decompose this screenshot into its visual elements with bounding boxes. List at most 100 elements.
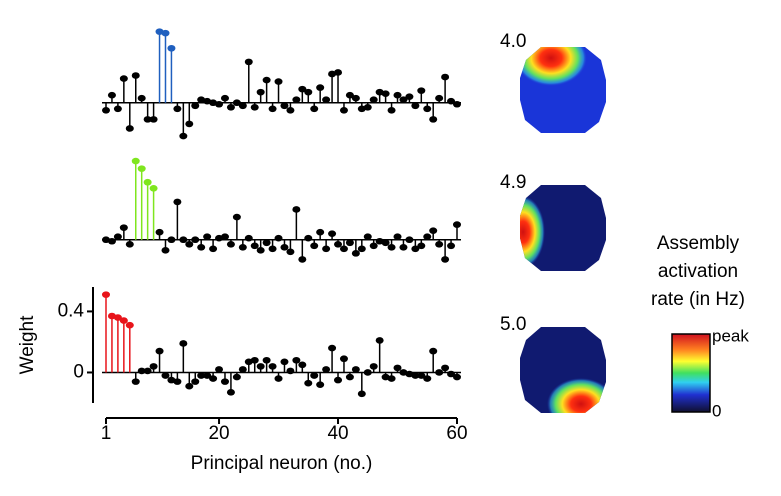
y-tick-label: 0.4 xyxy=(58,300,85,321)
stem-head xyxy=(345,91,354,99)
stem-head xyxy=(435,369,444,376)
x-tick-label: 20 xyxy=(208,423,229,444)
stem-head xyxy=(125,125,134,132)
stem-head xyxy=(155,228,164,236)
peak-rate: 4.9 xyxy=(500,172,526,193)
stem-head xyxy=(137,94,146,102)
stem-head xyxy=(125,321,134,329)
stem-head xyxy=(173,105,182,113)
stem-head xyxy=(393,364,402,372)
peak-rate: 4.0 xyxy=(500,31,526,52)
stem-head xyxy=(417,372,426,379)
stem-head xyxy=(250,103,259,111)
stem-head xyxy=(417,87,426,94)
stem-head xyxy=(351,366,360,373)
stem-head xyxy=(357,390,366,398)
stem-head xyxy=(351,250,360,257)
stem-head xyxy=(203,233,212,241)
stem-head xyxy=(173,378,182,385)
stem-head xyxy=(441,73,450,81)
stem-head xyxy=(262,356,271,364)
stem-head xyxy=(143,116,152,123)
stem-head xyxy=(209,245,218,253)
stem-head xyxy=(328,344,337,352)
stem-head xyxy=(185,382,194,390)
stem-head xyxy=(161,372,170,379)
stem-head xyxy=(179,340,188,347)
stem-head xyxy=(381,90,390,97)
stem-head xyxy=(453,373,461,381)
stem-head xyxy=(220,94,229,102)
stem-head xyxy=(375,337,384,344)
stem-head xyxy=(256,88,265,96)
stem-head xyxy=(102,291,110,298)
stem-head xyxy=(149,116,158,123)
stem-head xyxy=(215,366,224,373)
stem-head xyxy=(286,107,295,114)
stem-head xyxy=(119,317,128,324)
stem-head xyxy=(351,94,360,102)
stem-head xyxy=(250,242,259,250)
stem-head xyxy=(244,234,253,242)
stem-head xyxy=(387,244,396,251)
stem-head xyxy=(179,236,188,244)
colorbar-title: rate (in Hz) xyxy=(651,289,745,310)
stem-head xyxy=(429,116,438,123)
stem-head xyxy=(339,355,348,363)
stem-head xyxy=(203,372,212,379)
stem-head xyxy=(197,244,206,251)
stem-head xyxy=(405,93,414,100)
stem-head xyxy=(393,233,402,241)
stem-head xyxy=(345,373,354,381)
stem-head xyxy=(167,44,176,52)
stem-head xyxy=(209,375,218,382)
stem-head xyxy=(107,91,116,99)
rate-map xyxy=(520,327,606,413)
stem-head xyxy=(185,240,194,248)
stem-head xyxy=(292,206,301,213)
stem-head xyxy=(292,356,301,364)
stem-head xyxy=(393,91,402,99)
stem-head xyxy=(316,84,325,91)
stem-head xyxy=(179,132,188,140)
stem-head xyxy=(155,347,164,355)
stem-head xyxy=(298,256,307,263)
stem-head xyxy=(345,239,354,247)
stem-head xyxy=(256,363,265,370)
stem-head xyxy=(226,103,235,111)
stem-head xyxy=(453,221,461,228)
stem-head xyxy=(304,234,313,242)
peak-rate: 5.0 xyxy=(500,314,526,335)
stem-head xyxy=(334,240,343,248)
stem-head xyxy=(280,102,289,110)
x-tick-label: 40 xyxy=(327,423,348,444)
stem-head xyxy=(328,230,337,237)
stem-head xyxy=(399,96,408,104)
stem-head xyxy=(310,242,319,250)
stem-head xyxy=(357,245,366,253)
colorbar-max: peak xyxy=(712,326,749,345)
stem-head xyxy=(262,239,271,247)
stem-head xyxy=(423,105,432,113)
stem-head xyxy=(322,96,331,104)
stem-head xyxy=(113,105,122,113)
stem-head xyxy=(113,314,122,321)
stem-head xyxy=(149,184,158,192)
stem-head xyxy=(215,100,224,108)
rate-map xyxy=(520,47,606,133)
stem-head xyxy=(453,100,461,108)
stem-head xyxy=(298,361,307,369)
stem-head xyxy=(298,85,307,93)
stem-head xyxy=(268,363,277,370)
stem-head xyxy=(399,244,408,251)
stem-head xyxy=(310,105,319,113)
stem-head xyxy=(381,239,390,247)
stem-head xyxy=(113,233,122,241)
stem-head xyxy=(238,102,247,110)
stem-head xyxy=(447,97,456,105)
stem-head xyxy=(423,375,432,382)
stem-head xyxy=(232,373,241,381)
stem-head xyxy=(369,96,378,104)
colorbar-title: activation xyxy=(658,261,738,282)
stem-head xyxy=(107,237,116,245)
